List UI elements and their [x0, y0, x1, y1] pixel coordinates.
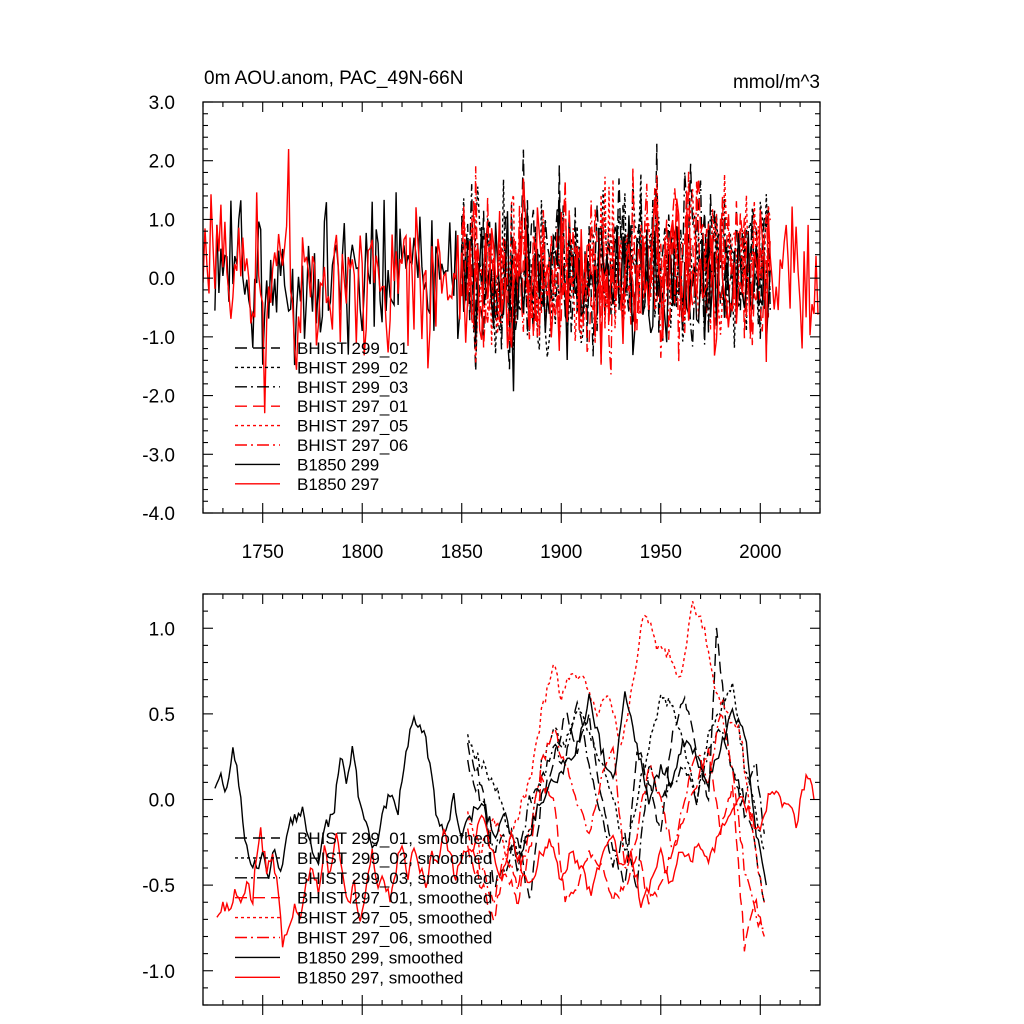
legend-label: B1850 297 — [297, 475, 379, 494]
series-line-b1850-299 — [214, 192, 771, 392]
legend-label: BHIST 297_05, smoothed — [297, 909, 492, 928]
title-left: 0m AOU.anom, PAC_49N-66N — [204, 68, 463, 89]
x-tick-label: 1800 — [341, 542, 383, 563]
series-line-bhist-297-06-smoothed — [467, 713, 765, 930]
plot-frame — [202, 101, 821, 514]
x-tick-label: 1950 — [640, 542, 682, 563]
legend-label: B1850 299 — [297, 455, 379, 474]
x-tick-label: 1900 — [540, 542, 582, 563]
y-tick-label: -1.0 — [142, 962, 175, 983]
series-line-b1850-297 — [203, 148, 819, 414]
y-tick-label: 1.0 — [149, 619, 175, 640]
x-tick-label: 2000 — [739, 542, 781, 563]
axes: 1.0 0.5 0.0 -0.5 -1.0 — [142, 593, 821, 1015]
top-panel: 1750 1800 1850 1900 1950 2000 3.0 2.0 1.0 0.0 -1.0… — [142, 93, 821, 563]
legend-label: BHIST 297_01, smoothed — [297, 889, 492, 908]
legend-label: BHIST 299_03, smoothed — [297, 869, 492, 888]
x-tick-label: 1850 — [441, 542, 483, 563]
y-tick-label: -0.5 — [142, 876, 175, 897]
x-tick-label: 1750 — [242, 542, 284, 563]
series-lines — [203, 143, 819, 414]
y-tick-label: -3.0 — [142, 445, 175, 466]
series-line-bhist-299-02-smoothed — [467, 682, 765, 858]
series-line-bhist-299-03 — [461, 171, 771, 357]
legend-label: BHIST 299_03 — [297, 378, 408, 397]
legend-label: BHIST 299_02, smoothed — [297, 849, 492, 868]
title-right: mmol/m^3 — [733, 72, 820, 93]
legend-label: B1850 297, smoothed — [297, 968, 463, 987]
axes: 1750 1800 1850 1900 1950 2000 3.0 2.0 1.0 0.0 -1.0… — [142, 93, 821, 563]
series-line-bhist-299-01-smoothed — [467, 627, 765, 903]
y-tick-label: 2.0 — [149, 152, 175, 173]
series-line-bhist-297-01-smoothed — [467, 748, 765, 952]
legend-label: BHIST 297_05 — [297, 417, 408, 436]
plot-frame — [202, 593, 821, 1006]
y-tick-label: 3.0 — [149, 93, 175, 114]
series-line-bhist-299-03-smoothed — [467, 699, 765, 890]
legend-label: BHIST 297_06, smoothed — [297, 929, 492, 948]
y-tick-label: 0.0 — [149, 269, 175, 290]
series-line-bhist-297-05-smoothed — [467, 601, 765, 903]
y-tick-label: -4.0 — [142, 504, 175, 525]
y-tick-label: 0.5 — [149, 705, 175, 726]
y-tick-label: -2.0 — [142, 387, 175, 408]
legend-label: BHIST 297_01 — [297, 397, 408, 416]
series-lines — [214, 601, 815, 952]
legend-label: B1850 299, smoothed — [297, 948, 463, 967]
legend-label: BHIST 297_06 — [297, 436, 408, 455]
series-line-bhist-297-05 — [461, 174, 771, 364]
legend-label: BHIST 299_01 — [297, 339, 408, 358]
y-tick-label: -1.0 — [142, 328, 175, 349]
y-tick-label: 1.0 — [149, 210, 175, 231]
series-line-b1850-299-smoothed — [214, 691, 767, 886]
legend-label: BHIST 299_02 — [297, 358, 408, 377]
y-tick-label: 0.0 — [149, 791, 175, 812]
series-line-b1850-297-smoothed — [216, 772, 815, 948]
legend-label: BHIST 299_01, smoothed — [297, 829, 492, 848]
